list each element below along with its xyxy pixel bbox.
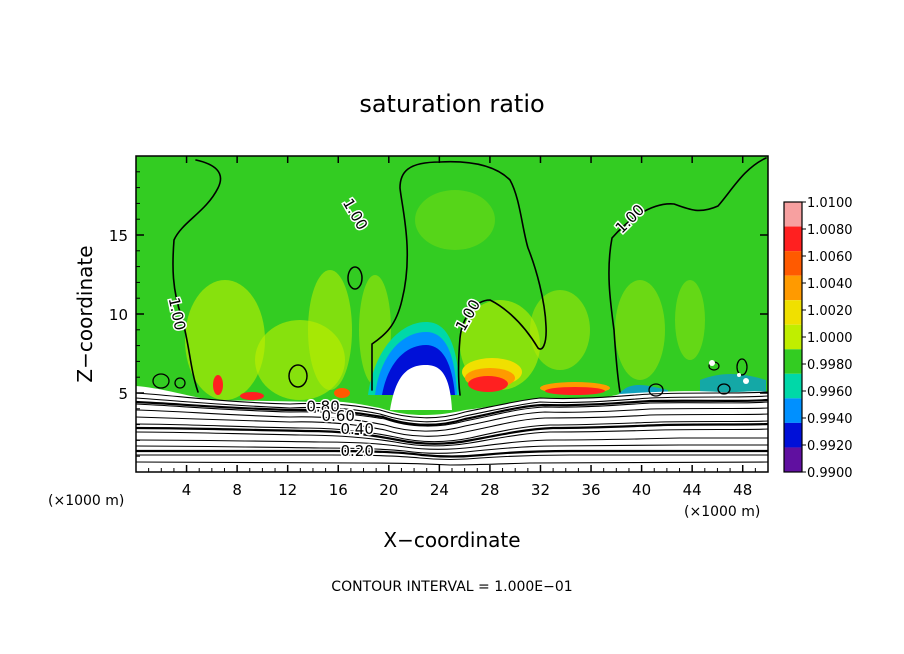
contour-lower-stack [136, 391, 768, 466]
colorbar-swatch [784, 300, 802, 325]
x-unit-left: (×1000 m) [48, 493, 124, 509]
colorbar-swatch [784, 373, 802, 399]
contour-closed-2 [288, 364, 308, 388]
contour-labels: 1.001.00 1.001.000.800.600.400.20 [163, 194, 649, 462]
x-unit-right: (×1000 m) [684, 504, 760, 520]
colorbar-label: 1.0020 [807, 304, 853, 319]
y-tick-label: 10 [109, 306, 128, 324]
colorbar: 1.0100 1.0080 1.0060 1.0040 1.0020 1.0000 0.99… [783, 196, 853, 481]
colorbar-label: 0.9940 [807, 412, 853, 427]
colorbar-swatch [784, 226, 802, 252]
colorbar-swatch [784, 324, 802, 350]
colorbar-swatch [784, 202, 802, 227]
contour-1.00-left [172, 159, 222, 393]
colorbar-label: 1.0000 [807, 331, 853, 346]
contour-label: 0.20 [340, 442, 373, 460]
colorbar-label: 1.0080 [807, 223, 853, 238]
x-axis: 4 8 12 16 20 24 28 32 36 40 44 48 [148, 156, 756, 499]
x-tick-label: 8 [232, 481, 242, 499]
x-tick-label: 28 [480, 481, 499, 499]
x-tick-label: 16 [329, 481, 348, 499]
contour-closed-1 [347, 266, 363, 290]
contour-lines [136, 157, 768, 466]
x-tick-label: 12 [278, 481, 297, 499]
x-tick-label: 36 [581, 481, 600, 499]
x-tick-label: 24 [430, 481, 449, 499]
colorbar-label: 1.0040 [807, 277, 853, 292]
y-tick-label: 15 [109, 227, 128, 245]
chart-title: saturation ratio [359, 90, 544, 118]
contour-closed-3 [152, 373, 170, 389]
x-tick-label: 48 [733, 481, 752, 499]
colorbar-label: 0.9980 [807, 358, 853, 373]
contour-closed-5 [648, 383, 664, 397]
contour-closed-7 [736, 358, 748, 376]
contour-closed-4 [174, 377, 186, 389]
contour-label: 0.80 [306, 398, 339, 416]
contour-thick-stack [136, 398, 768, 458]
contour-label: 0.40 [340, 420, 373, 438]
contour-1.00-center [371, 160, 547, 396]
x-tick-label: 4 [182, 481, 192, 499]
y-axis-title: Z−coordinate [73, 245, 97, 382]
colorbar-label: 1.0100 [807, 196, 853, 211]
contour-1.00-right [608, 157, 767, 393]
surface-supersaturation [213, 358, 610, 400]
colorbar-swatch [784, 398, 802, 423]
x-tick-label: 20 [379, 481, 398, 499]
contour-interval-note: CONTOUR INTERVAL = 1.000E−01 [331, 579, 572, 595]
colorbar-swatch [784, 275, 802, 301]
x-tick-label: 44 [683, 481, 702, 499]
colorbar-swatch [784, 349, 802, 374]
colorbar-swatch [784, 251, 802, 276]
colorbar-label: 1.0060 [807, 250, 853, 265]
contour-label: 0.60 [322, 407, 355, 425]
x-tick-label: 40 [632, 481, 651, 499]
y-tick-label: 5 [118, 385, 128, 403]
colorbar-swatch [784, 447, 802, 472]
colorbar-label: 0.9900 [807, 466, 853, 481]
colorbar-label: 0.9920 [807, 439, 853, 454]
contour-closed-6 [717, 383, 731, 395]
x-axis-title: X−coordinate [383, 528, 520, 552]
plot-area [136, 156, 768, 472]
colorbar-label: 0.9960 [807, 385, 853, 400]
speckles [709, 360, 749, 384]
x-tick-label: 32 [531, 481, 550, 499]
colorbar-swatch [784, 422, 802, 448]
y-axis: 5 10 15 [109, 171, 768, 457]
